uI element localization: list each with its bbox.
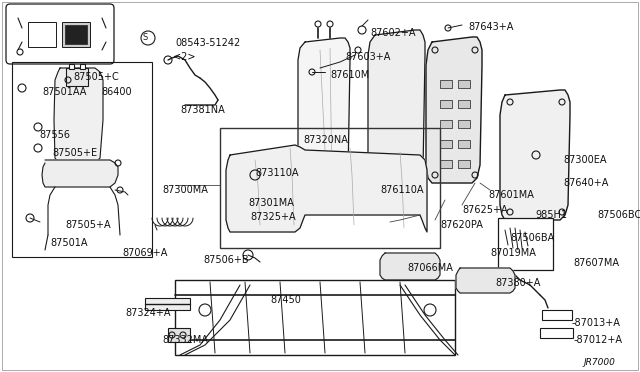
Text: 87643+A: 87643+A [468,22,513,32]
Text: 873110A: 873110A [255,168,298,178]
Text: 87625+A: 87625+A [462,205,508,215]
Bar [458,160,470,168]
Text: 87320NA: 87320NA [303,135,348,145]
Polygon shape [226,145,427,232]
Text: 87603+A: 87603+A [345,52,390,62]
Polygon shape [500,90,570,220]
Text: 87380+A: 87380+A [495,278,540,288]
Text: 87501A: 87501A [50,238,88,248]
Text: 87506BC: 87506BC [597,210,640,220]
Bar [458,80,470,88]
Bar [440,140,452,148]
Bar [458,140,470,148]
Text: 87640+A: 87640+A [563,178,609,188]
Text: 87601MA: 87601MA [488,190,534,200]
Text: 87556: 87556 [39,130,70,140]
Bar [440,100,452,108]
Bar [12,62,152,257]
Text: 87324+A: 87324+A [125,308,170,318]
Text: 87506+B: 87506+B [203,255,248,265]
Bar [540,328,573,338]
Text: 985H1: 985H1 [535,210,567,220]
Bar [220,128,440,248]
Text: -87013+A: -87013+A [572,318,621,328]
Text: JR7000: JR7000 [583,358,615,367]
Text: 87300EA: 87300EA [563,155,607,165]
Bar [168,328,190,342]
Text: 87066MA: 87066MA [407,263,453,273]
Text: 87505+E: 87505+E [52,148,97,158]
Polygon shape [368,30,425,185]
Text: 87505+C: 87505+C [73,72,119,82]
Bar [498,218,553,270]
Text: 87505+A: 87505+A [65,220,111,230]
Bar [458,120,470,128]
Bar [175,280,455,355]
Bar [440,160,452,168]
Polygon shape [426,37,482,183]
Bar [62,22,90,47]
Text: 876110A: 876110A [380,185,424,195]
FancyBboxPatch shape [6,4,114,64]
Text: -87012+A: -87012+A [574,335,623,345]
Text: 87300MA: 87300MA [162,185,208,195]
Bar [28,22,56,47]
Text: 87610M: 87610M [330,70,369,80]
Text: 87325+A: 87325+A [250,212,296,222]
Text: 87450: 87450 [270,295,301,305]
Polygon shape [54,68,103,163]
Bar [145,298,190,310]
Polygon shape [298,38,350,190]
Text: 87332MA: 87332MA [162,335,208,345]
Bar [69,64,74,69]
Circle shape [17,49,23,55]
Text: 87501AA: 87501AA [42,87,86,97]
Text: 86400: 86400 [101,87,132,97]
Text: 08543-51242: 08543-51242 [175,38,240,48]
Text: 87019MA: 87019MA [490,248,536,258]
Text: S: S [142,33,148,42]
Text: 87506BA: 87506BA [510,233,554,243]
Bar [440,80,452,88]
Bar [440,120,452,128]
Text: 87607MA: 87607MA [573,258,619,268]
Text: 87069+A: 87069+A [122,248,168,258]
Text: <2>: <2> [173,52,195,62]
Bar [65,25,87,44]
Bar [542,310,572,320]
Polygon shape [42,160,118,187]
Text: 87602+A: 87602+A [370,28,415,38]
Text: 87301MA: 87301MA [248,198,294,208]
Polygon shape [456,268,515,293]
Bar [80,64,85,69]
Polygon shape [380,253,440,280]
Bar [458,100,470,108]
Bar [66,68,88,86]
Text: 87620PA: 87620PA [440,220,483,230]
Text: 87381NA: 87381NA [180,105,225,115]
